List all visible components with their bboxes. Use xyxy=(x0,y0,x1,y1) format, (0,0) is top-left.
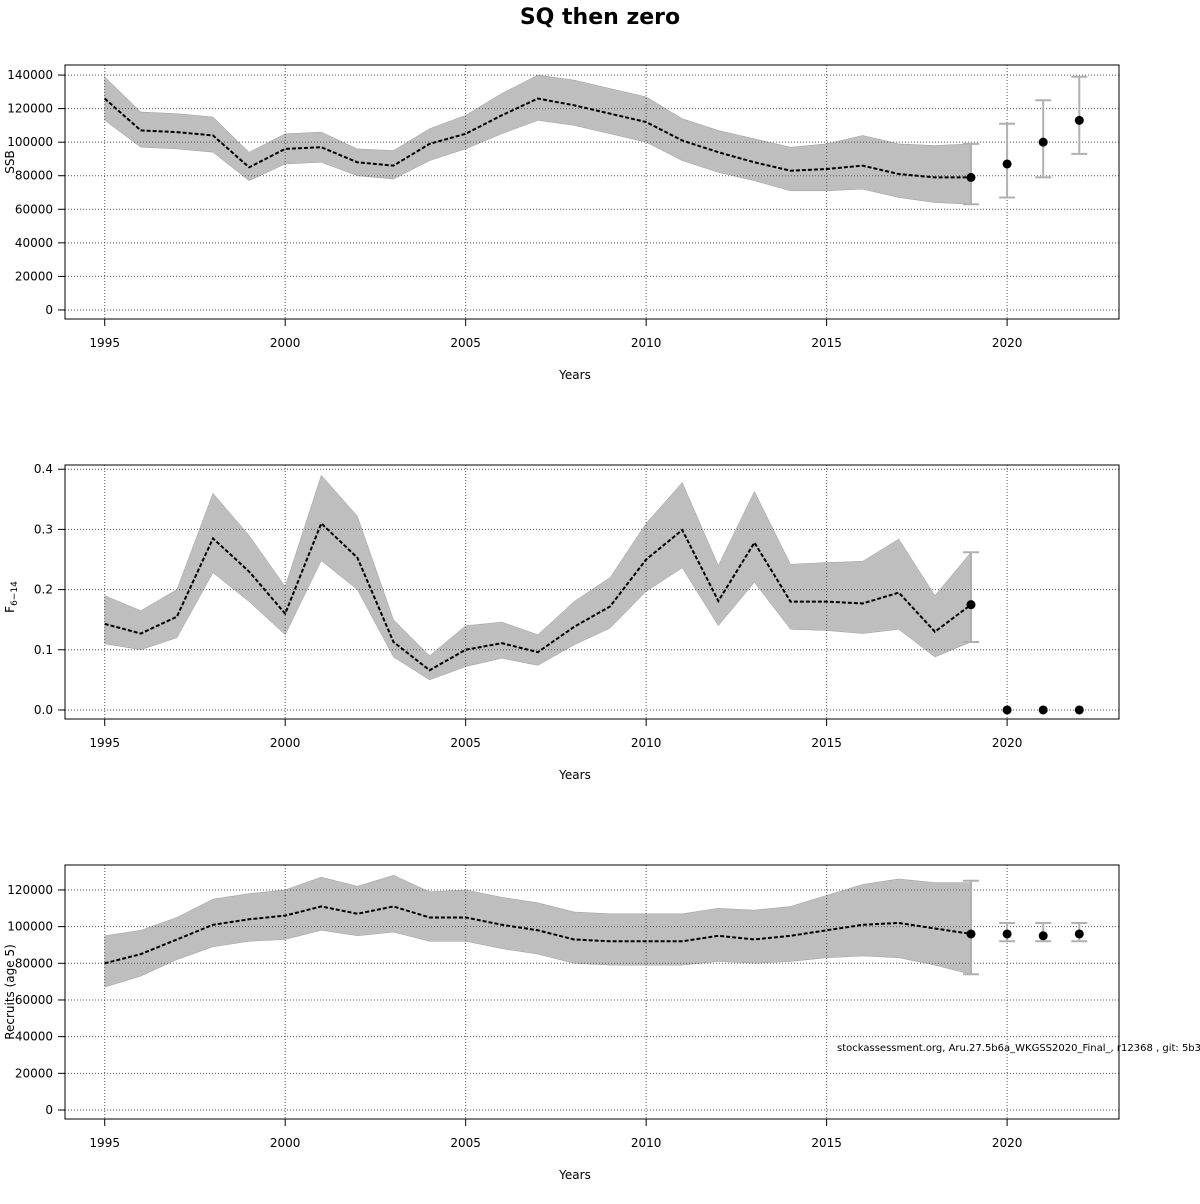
x-tick-label: 2015 xyxy=(811,336,842,350)
y-tick-label: 0.4 xyxy=(34,462,53,476)
x-tick-label: 1995 xyxy=(89,336,120,350)
forecast-point xyxy=(1074,115,1084,125)
x-tick-label: 2010 xyxy=(631,736,662,750)
x-tick-label: 1995 xyxy=(89,736,120,750)
x-tick-label: 2020 xyxy=(992,336,1023,350)
x-tick-label: 2005 xyxy=(450,736,481,750)
plot-frame xyxy=(64,64,1120,320)
y-tick-label: 60000 xyxy=(15,202,53,216)
y-tick-label: 0.1 xyxy=(34,643,53,657)
forecast-point xyxy=(1074,929,1084,939)
y-tick-label: 100000 xyxy=(7,920,53,934)
y-tick-label: 0.0 xyxy=(34,703,53,717)
forecast-point xyxy=(1038,705,1048,715)
x-axis-label: Years xyxy=(558,1168,591,1182)
y-tick-label: 40000 xyxy=(15,236,53,250)
y-tick-label: 0 xyxy=(45,1103,53,1117)
y-tick-label: 120000 xyxy=(7,102,53,116)
forecast-point xyxy=(1002,159,1012,169)
y-axis-label-subscript: 6−14 xyxy=(10,581,20,606)
y-tick-label: 40000 xyxy=(15,1030,53,1044)
chart-title: SQ then zero xyxy=(520,5,680,30)
x-tick-label: 2020 xyxy=(992,736,1023,750)
plot-frame xyxy=(64,864,1120,1120)
panel-2: 1995 2000 2005 2010 2015 2020 0.0 0.1 0.2 0.3 0.4 Y… xyxy=(3,462,1120,782)
x-tick-label: 1995 xyxy=(89,1136,120,1150)
y-tick-label: 80000 xyxy=(15,169,53,183)
y-tick-label: 140000 xyxy=(7,68,53,82)
forecast-point xyxy=(1074,705,1084,715)
forecast-point xyxy=(966,172,976,182)
y-axis-label: SSB xyxy=(3,150,17,173)
forecast-point xyxy=(1038,931,1048,941)
forecast-point xyxy=(966,929,976,939)
x-tick-label: 2010 xyxy=(631,1136,662,1150)
footer-text: stockassessment.org, Aru.27.5b6a_WKGSS20… xyxy=(837,1043,1200,1054)
x-tick-label: 2005 xyxy=(450,1136,481,1150)
x-tick-label: 2005 xyxy=(450,336,481,350)
y-tick-label: 20000 xyxy=(15,269,53,283)
y-tick-label: 20000 xyxy=(15,1066,53,1080)
panel-1: 1995 2000 2005 2010 2015 2020 0 20000 40000 60000… xyxy=(3,64,1120,382)
plot-frame xyxy=(64,464,1120,720)
y-tick-label: 0.3 xyxy=(34,522,53,536)
y-tick-label: 0 xyxy=(45,303,53,317)
estimate-line xyxy=(104,97,972,179)
forecast-point xyxy=(1038,137,1048,147)
x-axis-label: Years xyxy=(558,768,591,782)
y-axis-label: F6−14 xyxy=(3,581,20,613)
x-tick-label: 2015 xyxy=(811,736,842,750)
forecast-point xyxy=(1002,929,1012,939)
confidence-band xyxy=(104,474,972,681)
x-tick-label: 2015 xyxy=(811,1136,842,1150)
y-tick-label: 0.2 xyxy=(34,583,53,597)
estimate-line xyxy=(104,905,972,965)
y-tick-label: 100000 xyxy=(7,135,53,149)
x-tick-label: 2020 xyxy=(992,1136,1023,1150)
forecast-point xyxy=(966,600,976,610)
forecast-point xyxy=(1002,705,1012,715)
y-tick-label: 120000 xyxy=(7,883,53,897)
x-tick-label: 2000 xyxy=(270,736,301,750)
x-tick-label: 2010 xyxy=(631,336,662,350)
y-axis-label: Recruits (age 5) xyxy=(3,944,17,1040)
panel-3: 1995 2000 2005 2010 2015 2020 0 20000 40000 60000… xyxy=(3,864,1120,1182)
estimate-line xyxy=(104,521,972,672)
y-tick-label: 80000 xyxy=(15,956,53,970)
x-axis-label: Years xyxy=(558,368,591,382)
confidence-band xyxy=(104,74,972,205)
y-tick-label: 60000 xyxy=(15,993,53,1007)
x-tick-label: 2000 xyxy=(270,1136,301,1150)
x-tick-label: 2000 xyxy=(270,336,301,350)
